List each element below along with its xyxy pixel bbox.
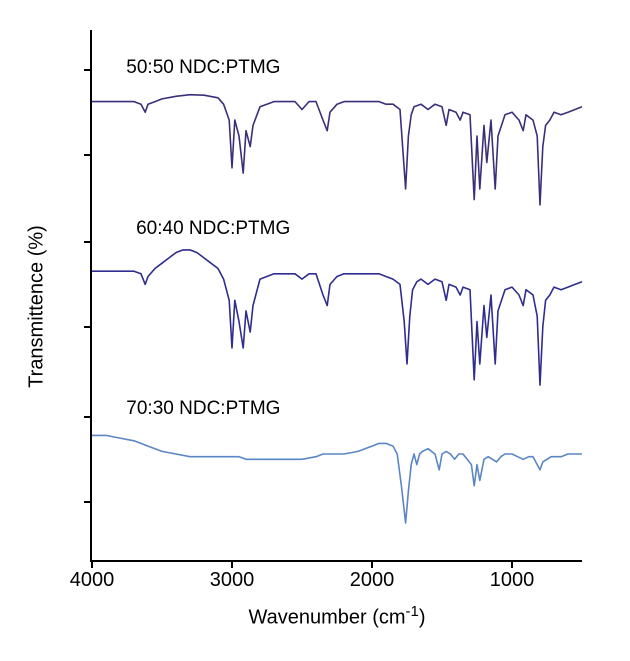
ftir-chart: Transmittence (%) Wavenumber (cm-1) 4000… xyxy=(0,0,630,661)
x-tick-label: 2000 xyxy=(350,569,395,592)
series-label: 60:40 NDC:PTMG xyxy=(136,218,290,240)
x-axis-label-suffix: ) xyxy=(419,607,426,629)
series-label: 70:30 NDC:PTMG xyxy=(126,398,280,420)
spectra-svg xyxy=(92,30,582,560)
x-tick-label: 4000 xyxy=(70,569,115,592)
spectrum-70:30 xyxy=(92,435,582,523)
y-tick xyxy=(84,326,92,328)
y-tick xyxy=(84,501,92,503)
x-tick xyxy=(231,560,233,568)
x-axis-label-super: -1 xyxy=(406,603,419,620)
x-axis-label: Wavenumber (cm-1) xyxy=(248,603,425,630)
x-axis-label-main: Wavenumber (cm xyxy=(248,607,405,629)
y-tick xyxy=(84,241,92,243)
y-tick xyxy=(84,69,92,71)
x-tick-label: 3000 xyxy=(210,569,255,592)
y-tick xyxy=(84,154,92,156)
x-tick xyxy=(371,560,373,568)
series-label: 50:50 NDC:PTMG xyxy=(126,57,280,79)
spectrum-50:50 xyxy=(92,95,582,205)
y-axis-label: Transmittence (%) xyxy=(26,225,49,388)
x-tick-label: 1000 xyxy=(490,569,535,592)
y-tick xyxy=(84,416,92,418)
x-tick xyxy=(511,560,513,568)
plot-area: Transmittence (%) Wavenumber (cm-1) 4000… xyxy=(90,30,582,562)
x-tick xyxy=(91,560,93,568)
spectrum-60:40 xyxy=(92,250,582,385)
